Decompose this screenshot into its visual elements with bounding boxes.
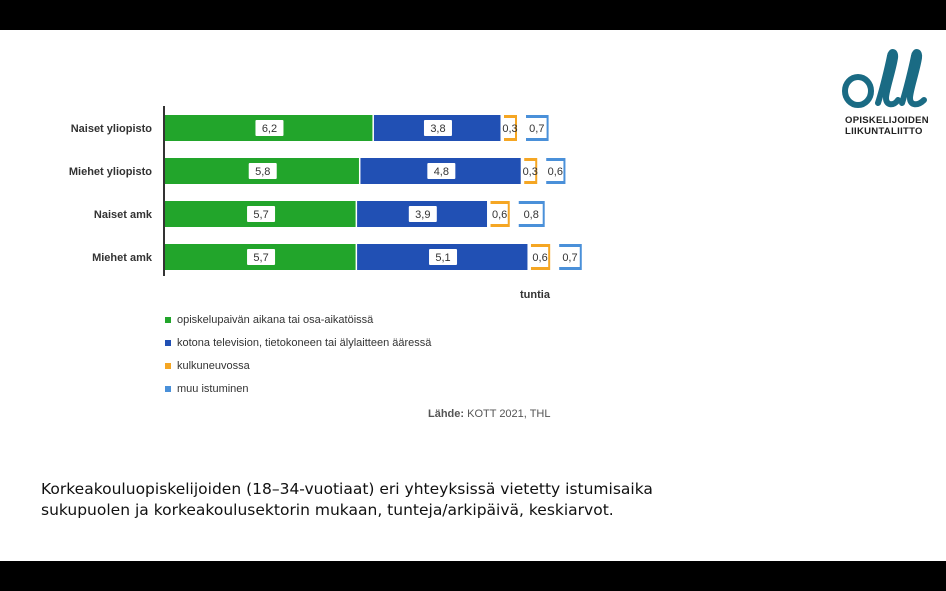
legend-label-2: kulkuneuvossa [177,360,250,372]
value-box-2-0 [247,206,276,222]
chart-legend: opiskelupaivän aikana tai osa-aikatöissä… [165,313,431,405]
bar-3-3 [559,244,581,247]
value-label-1-3: 0,6 [548,166,563,178]
source-text: KOTT 2021, THL [467,408,551,420]
bar-bottom-0-3 [526,138,548,141]
bar-0-2 [504,115,516,118]
slide: Naiset yliopisto 6,2 3,8 0,3 0,7 Miehet yliop… [0,30,946,561]
category-label-3: Miehet amk [92,252,153,264]
bar-edge-1-3 [563,158,566,184]
chart-source: Lähde: KOTT 2021, THL [428,408,550,420]
value-box-3-1 [429,249,458,265]
value-box-3-0 [247,249,276,265]
bar-bottom-2-2 [490,224,509,227]
value-label-0-2: 0,3 [502,123,517,135]
bar-bottom-3-3 [559,267,581,270]
legend-swatch-0 [165,317,171,323]
legend-label-3: muu istuminen [177,383,249,395]
value-label-2-0: 5,7 [253,209,268,221]
logo-text: OPISKELIJOIDEN LIIKUNTALIITTO [845,115,929,137]
value-label-2-2: 0,6 [492,209,507,221]
bar-edge-0-3 [546,115,549,141]
value-label-0-1: 3,8 [430,123,445,135]
category-label-0: Naiset yliopisto [71,123,153,135]
bar-edge-3-3 [579,244,582,270]
legend-label-1: kotona television, tietokoneen tai älyla… [177,337,432,349]
value-label-2-1: 3,9 [415,209,430,221]
legend-item-2: kulkuneuvossa [165,359,431,382]
bar-bottom-2-3 [518,224,544,227]
value-label-2-3: 0,8 [524,209,539,221]
logo-line-2: LIIKUNTALIITTO [845,126,923,137]
bar-bottom-1-2 [524,181,537,184]
value-box-1-1 [427,163,456,179]
bar-edge-0-2 [515,115,517,141]
value-label-3-0: 5,7 [253,252,268,264]
value-box-0-1 [423,120,452,136]
category-label-1: Miehet yliopisto [69,166,152,178]
legend-item-0: opiskelupaivän aikana tai osa-aikatöissä [165,313,431,336]
value-label-0-0: 6,2 [262,123,277,135]
oll-logo-icon [842,49,927,108]
legend-label-0: opiskelupaivän aikana tai osa-aikatöissä [177,314,374,326]
bar-2-2 [490,201,509,204]
bar-edge-2-3 [542,201,545,227]
bar-1-3 [546,158,565,161]
source-label: Lähde: [428,408,465,420]
slide-caption: Korkeakouluopiskelijoiden (18–34-vuotiaa… [41,480,653,519]
bar-edge-2-2 [507,201,510,227]
value-label-3-3: 0,7 [562,252,577,264]
value-label-3-1: 5,1 [435,252,450,264]
legend-swatch-3 [165,386,171,392]
value-box-0-0 [255,120,284,136]
category-label-2: Naiset amk [94,209,153,221]
legend-item-3: muu istuminen [165,382,431,405]
legend-swatch-1 [165,340,171,346]
legend-item-1: kotona television, tietokoneen tai älyla… [165,336,431,359]
bar-edge-3-2 [548,244,551,270]
value-label-1-0: 5,8 [255,166,270,178]
value-label-0-3: 0,7 [529,123,544,135]
x-axis-label: tuntia [520,289,551,301]
logo-line-1: OPISKELIJOIDEN [845,115,929,126]
bar-bottom-0-2 [504,138,516,141]
value-label-3-2: 0,6 [532,252,547,264]
bar-edge-1-2 [535,158,538,184]
value-label-1-2: 0,3 [523,166,538,178]
bar-0-3 [526,115,548,118]
value-box-2-1 [408,206,437,222]
stacked-bar-chart: Naiset yliopisto 6,2 3,8 0,3 0,7 Miehet yliop… [69,106,582,301]
value-box-1-0 [248,163,277,179]
value-label-1-1: 4,8 [434,166,449,178]
bar-2-3 [518,201,544,204]
legend-swatch-2 [165,363,171,369]
bar-bottom-1-3 [546,181,565,184]
bar-1-2 [524,158,537,161]
bar-bottom-3-2 [530,267,550,270]
bar-3-2 [530,244,550,247]
